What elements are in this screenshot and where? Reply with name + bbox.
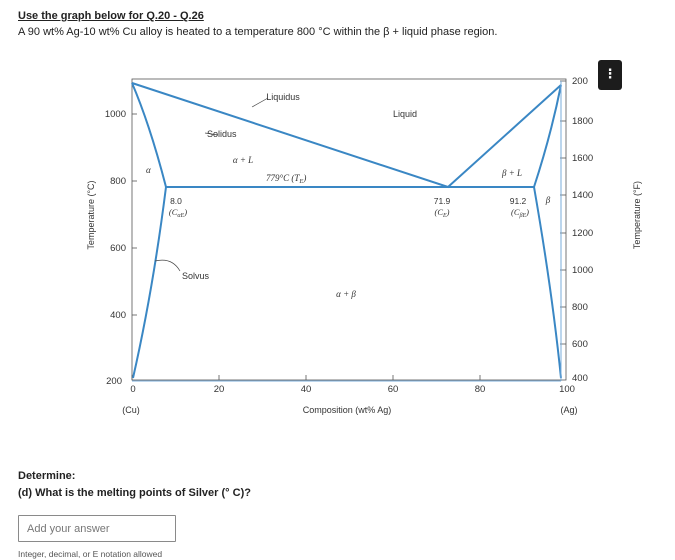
right-tick-1600: 1600 — [572, 153, 593, 164]
solvus-label: Solvus — [182, 271, 210, 281]
x-tick-80: 80 — [475, 384, 486, 395]
c-beta-value: 91.2 — [510, 196, 527, 206]
beta-liquid-region-label: β + L — [501, 168, 522, 178]
right-axis-title: Temperature (°F) — [632, 181, 642, 249]
left-tick-800: 800 — [110, 176, 126, 187]
bottom-axis — [131, 375, 481, 380]
question-intro-text: A 90 wt% Ag-10 wt% Cu alloy is heated to… — [18, 26, 498, 38]
left-axis-title: Temperature (°C) — [86, 180, 96, 249]
left-tick-200: 200 — [106, 376, 122, 387]
right-tick-1000: 1000 — [572, 265, 593, 276]
answer-format-hint: Integer, decimal, or E notation allowed — [18, 549, 163, 559]
answer-input[interactable] — [18, 515, 176, 542]
solidus-alpha-line — [131, 82, 167, 188]
right-tick-1200: 1200 — [572, 228, 593, 239]
question-group-heading: Use the graph below for Q.20 - Q.26 — [18, 10, 204, 22]
left-tick-400: 400 — [110, 310, 126, 321]
right-tick-800: 800 — [572, 302, 588, 313]
left-tick-1000: 1000 — [105, 109, 126, 120]
alpha-liquid-region-label: α + L — [233, 155, 253, 165]
x-tick-100: 100 — [559, 384, 575, 395]
left-axis — [132, 113, 137, 382]
right-tick-2000: 200 — [572, 76, 588, 87]
question-text: (d) What is the melting points of Silver… — [18, 487, 251, 499]
liquid-label: Liquid — [393, 109, 417, 119]
c-alpha-label: (CαE) — [169, 207, 187, 219]
liquidus-line — [131, 82, 562, 189]
right-tick-600: 600 — [572, 339, 588, 350]
determine-label: Determine: — [18, 470, 76, 482]
x-end-ag: (Ag) — [560, 405, 577, 415]
solidus-beta-line — [533, 84, 562, 188]
eutectic-temp-label: 779°C (TE) — [266, 173, 306, 185]
solidus-label: Solidus — [207, 129, 237, 139]
alpha-beta-region-label: α + β — [336, 289, 356, 299]
right-tick-1800: 1800 — [572, 116, 593, 127]
phase-diagram: 1000 800 600 400 200 Temperature (°C) 20… — [86, 76, 642, 415]
x-tick-60: 60 — [388, 384, 399, 395]
x-tick-40: 40 — [301, 384, 312, 395]
x-tick-0: 0 — [130, 384, 135, 395]
c-eutectic-value: 71.9 — [434, 196, 451, 206]
ref-lines — [132, 81, 562, 382]
phase-boundaries — [131, 82, 562, 379]
x-end-cu: (Cu) — [122, 405, 140, 415]
more-options-button[interactable]: ⋮ — [598, 60, 622, 90]
c-eutectic-label: (CE) — [434, 207, 449, 219]
alpha-region-label: α — [146, 165, 151, 175]
liquidus-label: Liquidus — [266, 92, 300, 102]
more-vertical-icon: ⋮ — [603, 66, 617, 81]
leader-lines — [154, 97, 269, 272]
x-axis-title: Composition (wt% Ag) — [303, 405, 392, 415]
c-beta-label: (CβE) — [511, 207, 529, 219]
x-tick-20: 20 — [214, 384, 225, 395]
beta-region-label: β — [545, 195, 551, 205]
solvus-beta-line — [533, 186, 562, 379]
c-alpha-value: 8.0 — [170, 196, 182, 206]
right-tick-400: 400 — [572, 373, 588, 384]
solvus-alpha-line — [132, 186, 167, 379]
left-tick-600: 600 — [110, 243, 126, 254]
plot-frame — [131, 78, 567, 381]
right-tick-1400: 1400 — [572, 190, 593, 201]
